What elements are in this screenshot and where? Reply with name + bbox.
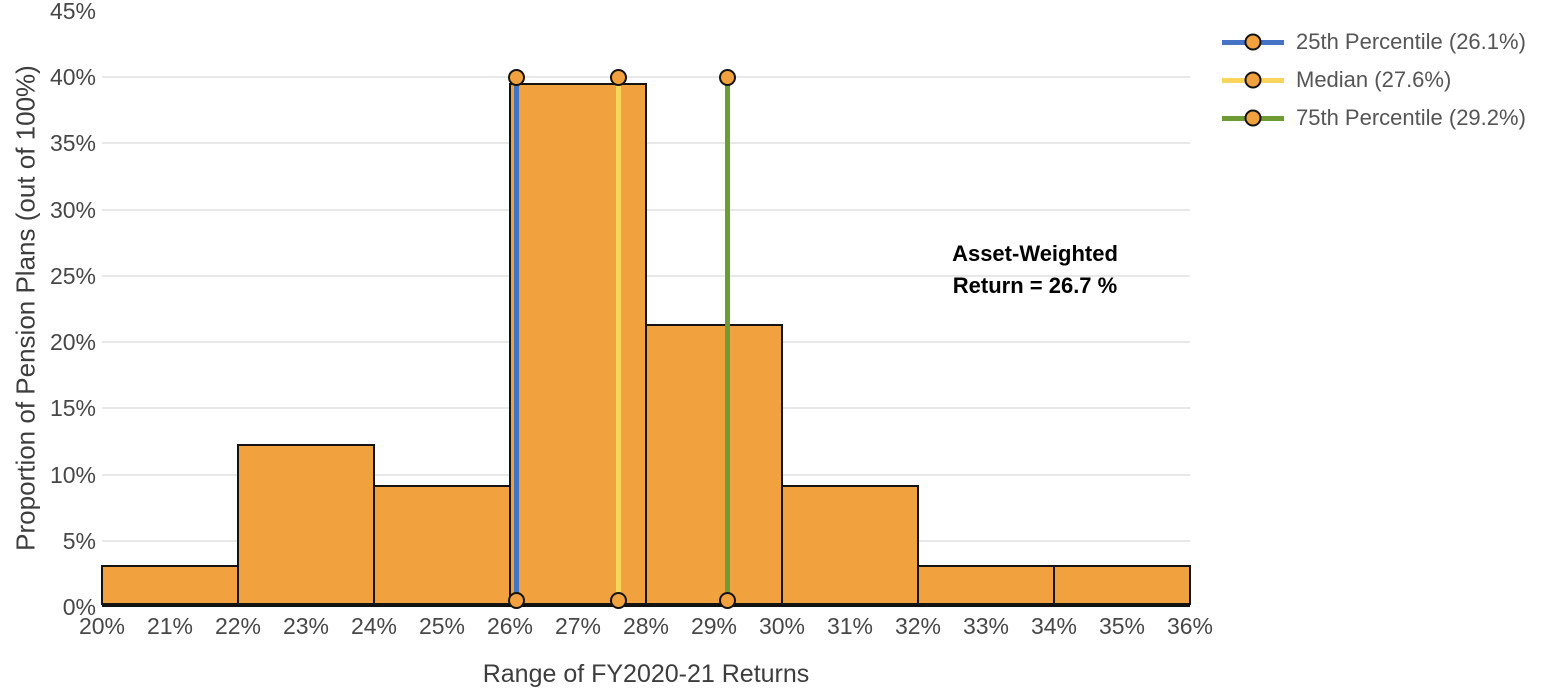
x-tick-label-31pct: 31% bbox=[826, 613, 874, 639]
median-bottom-marker bbox=[610, 591, 628, 609]
x-tick-label-24pct: 24% bbox=[350, 613, 398, 639]
x-tick-label-28pct: 28% bbox=[622, 613, 670, 639]
x-tick-label-25pct: 25% bbox=[418, 613, 466, 639]
legend-line-swatch bbox=[1222, 109, 1284, 127]
median-line bbox=[616, 77, 622, 601]
legend: 25th Percentile (26.1%) Median (27.6%) 75t… bbox=[1222, 23, 1526, 137]
75th-percentile-line bbox=[725, 77, 731, 601]
75th-percentile-bottom-marker bbox=[719, 591, 737, 609]
y-tick-label-35pct: 35% bbox=[49, 130, 96, 157]
y-tick-label-5pct: 5% bbox=[62, 527, 96, 554]
x-tick-label-29pct: 29% bbox=[690, 613, 738, 639]
gridline-40pct bbox=[102, 76, 1190, 79]
histogram-bar-30-32 bbox=[781, 484, 919, 605]
x-tick-label-26pct: 26% bbox=[486, 613, 534, 639]
legend-marker-icon bbox=[1244, 33, 1262, 51]
legend-line-swatch bbox=[1222, 71, 1284, 89]
75th-percentile-top-marker bbox=[719, 68, 737, 86]
x-tick-label-35pct: 35% bbox=[1098, 613, 1146, 639]
legend-label: 75th Percentile (29.2%) bbox=[1296, 105, 1526, 130]
y-tick-label-15pct: 15% bbox=[49, 395, 96, 422]
x-tick-label-34pct: 34% bbox=[1030, 613, 1078, 639]
histogram-bar-22-24 bbox=[237, 444, 375, 605]
median-top-marker bbox=[610, 68, 628, 86]
x-tick-label-27pct: 27% bbox=[554, 613, 602, 639]
x-tick-label-30pct: 30% bbox=[758, 613, 806, 639]
histogram-bar-24-26 bbox=[373, 484, 511, 605]
x-tick-label-36pct: 36% bbox=[1166, 613, 1214, 639]
y-tick-label-30pct: 30% bbox=[49, 196, 96, 223]
x-axis-title: Range of FY2020-21 Returns bbox=[482, 660, 810, 688]
annotation-line-2: Return = 26.7 % bbox=[952, 273, 1118, 298]
25th-percentile-top-marker bbox=[508, 68, 526, 86]
asset-weighted-annotation: Asset-Weighted Return = 26.7 % bbox=[952, 238, 1118, 302]
x-tick-label-33pct: 33% bbox=[962, 613, 1010, 639]
y-tick-label-25pct: 25% bbox=[49, 262, 96, 289]
y-tick-label-10pct: 10% bbox=[49, 461, 96, 488]
x-tick-label-20pct: 20% bbox=[78, 613, 126, 639]
histogram-bar-32-34 bbox=[917, 564, 1055, 605]
x-tick-label-21pct: 21% bbox=[146, 613, 194, 639]
histogram-bar-26-28 bbox=[509, 83, 647, 605]
legend-line-swatch bbox=[1222, 33, 1284, 51]
x-tick-label-23pct: 23% bbox=[282, 613, 330, 639]
x-tick-label-22pct: 22% bbox=[214, 613, 262, 639]
histogram-bar-28-30 bbox=[645, 324, 783, 605]
legend-item-1: Median (27.6%) bbox=[1222, 61, 1526, 99]
histogram-bar-20-22 bbox=[101, 564, 239, 605]
x-tick-label-32pct: 32% bbox=[894, 613, 942, 639]
legend-label: Median (27.6%) bbox=[1296, 67, 1452, 92]
y-tick-label-45pct: 45% bbox=[49, 0, 96, 24]
y-tick-label-40pct: 40% bbox=[49, 64, 96, 91]
plot-area bbox=[101, 11, 1191, 609]
25th-percentile-line bbox=[514, 77, 520, 601]
histogram-bar-34-36 bbox=[1053, 564, 1191, 605]
legend-item-0: 25th Percentile (26.1%) bbox=[1222, 23, 1526, 61]
25th-percentile-bottom-marker bbox=[508, 591, 526, 609]
legend-marker-icon bbox=[1244, 109, 1262, 127]
legend-item-2: 75th Percentile (29.2%) bbox=[1222, 99, 1526, 137]
legend-label: 25th Percentile (26.1%) bbox=[1296, 29, 1526, 54]
legend-marker-icon bbox=[1244, 71, 1262, 89]
y-tick-label-20pct: 20% bbox=[49, 329, 96, 356]
y-tick-label-0pct: 0% bbox=[62, 594, 96, 620]
annotation-line-1: Asset-Weighted bbox=[952, 241, 1118, 266]
